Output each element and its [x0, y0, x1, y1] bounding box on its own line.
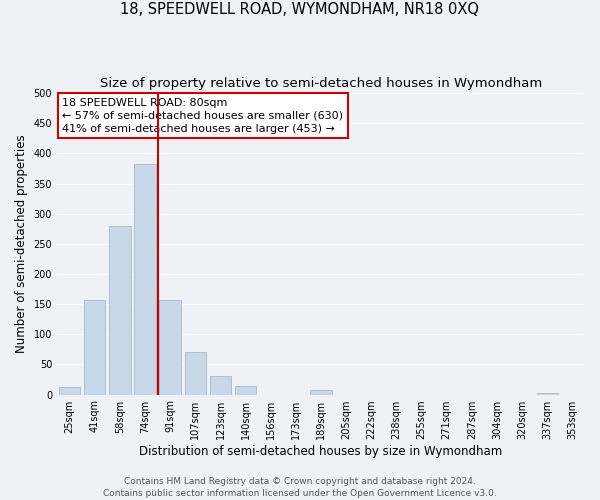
Bar [210, 376, 231, 394]
Bar [109, 226, 131, 394]
Bar [310, 390, 332, 394]
Bar [235, 386, 256, 394]
Bar [84, 300, 106, 394]
Y-axis label: Number of semi-detached properties: Number of semi-detached properties [15, 134, 28, 353]
X-axis label: Distribution of semi-detached houses by size in Wymondham: Distribution of semi-detached houses by … [139, 444, 503, 458]
Text: 18 SPEEDWELL ROAD: 80sqm
← 57% of semi-detached houses are smaller (630)
41% of : 18 SPEEDWELL ROAD: 80sqm ← 57% of semi-d… [62, 98, 343, 134]
Bar [59, 388, 80, 394]
Title: Size of property relative to semi-detached houses in Wymondham: Size of property relative to semi-detach… [100, 78, 542, 90]
Bar [160, 300, 181, 394]
Bar [134, 164, 156, 394]
Bar [536, 393, 558, 394]
Text: 18, SPEEDWELL ROAD, WYMONDHAM, NR18 0XQ: 18, SPEEDWELL ROAD, WYMONDHAM, NR18 0XQ [121, 2, 479, 18]
Text: Contains HM Land Registry data © Crown copyright and database right 2024.
Contai: Contains HM Land Registry data © Crown c… [103, 476, 497, 498]
Bar [185, 352, 206, 395]
